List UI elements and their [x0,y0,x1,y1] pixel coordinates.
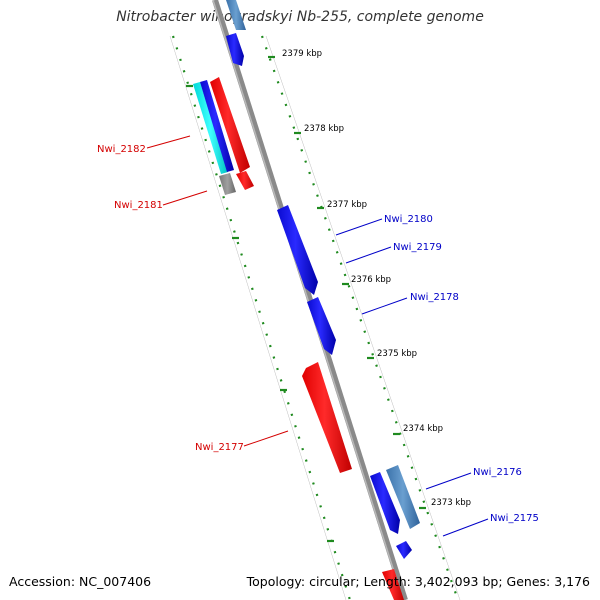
leader-nwi-2178 [361,297,408,315]
tick-label-2374: 2374 kbp [403,424,443,434]
leader-nwi-2175 [442,518,489,537]
gene-nwi-2175-shape[interactable] [396,541,412,559]
tick-label-2373: 2373 kbp [431,498,471,508]
gene-nwi-2180-shape[interactable] [277,205,318,295]
right-tick-track [260,35,460,600]
major-ticks [186,55,426,543]
feature-misc-2176[interactable] [386,465,420,529]
feature-pseudogene[interactable] [219,173,236,195]
leader-nwi-2177 [243,430,289,447]
gene-label-nwi-2175[interactable]: Nwi_2175 [490,513,539,524]
leader-nwi-2180 [335,218,383,236]
genome-backbone [212,0,408,600]
inner-guide-line [265,35,461,600]
gene-nwi-2176-shape[interactable] [370,472,400,534]
left-tick-track [171,35,352,600]
label-leaders [146,135,489,537]
genome-backbone-highlight [212,0,404,600]
gene-bottom-partial-reverse[interactable] [382,569,404,600]
feature-trna[interactable] [193,82,228,174]
tick-label-2379: 2379 kbp [282,49,322,59]
leader-nwi-2176 [425,472,472,490]
outer-guide-line [169,35,347,600]
leader-nwi-2179 [345,246,392,264]
tick-label-2377: 2377 kbp [327,200,367,210]
tick-label-2375: 2375 kbp [377,349,417,359]
gene-nwi-2182-shape[interactable] [210,77,250,173]
map-title: Nitrobacter winogradskyi Nb-255, complet… [116,9,484,25]
gene-label-nwi-2182[interactable]: Nwi_2182 [97,144,146,155]
gene-forward-cds[interactable] [200,80,234,172]
feature-top-partial[interactable] [226,0,246,30]
gene-label-nwi-2176[interactable]: Nwi_2176 [473,467,522,478]
gene-label-nwi-2178[interactable]: Nwi_2178 [410,292,459,303]
gene-nwi-2178-shape[interactable] [307,297,336,355]
gene-label-nwi-2179[interactable]: Nwi_2179 [393,242,442,253]
leader-nwi-2181 [162,190,208,206]
gene-label-nwi-2181[interactable]: Nwi_2181 [114,200,163,211]
topology-summary: Topology: circular; Length: 3,402,093 bp… [246,574,590,589]
tick-label-2376: 2376 kbp [351,275,391,285]
gene-nwi-2181-shape[interactable] [236,171,254,190]
gene-nwi-2177-shape[interactable] [302,362,352,473]
gene-label-nwi-2180[interactable]: Nwi_2180 [384,214,433,225]
gene-label-nwi-2177[interactable]: Nwi_2177 [195,442,244,453]
tick-label-2378: 2378 kbp [304,124,344,134]
accession-text: Accession: NC_007406 [9,574,152,589]
gene-top-partial-forward[interactable] [226,33,244,66]
leader-nwi-2182 [146,135,191,149]
